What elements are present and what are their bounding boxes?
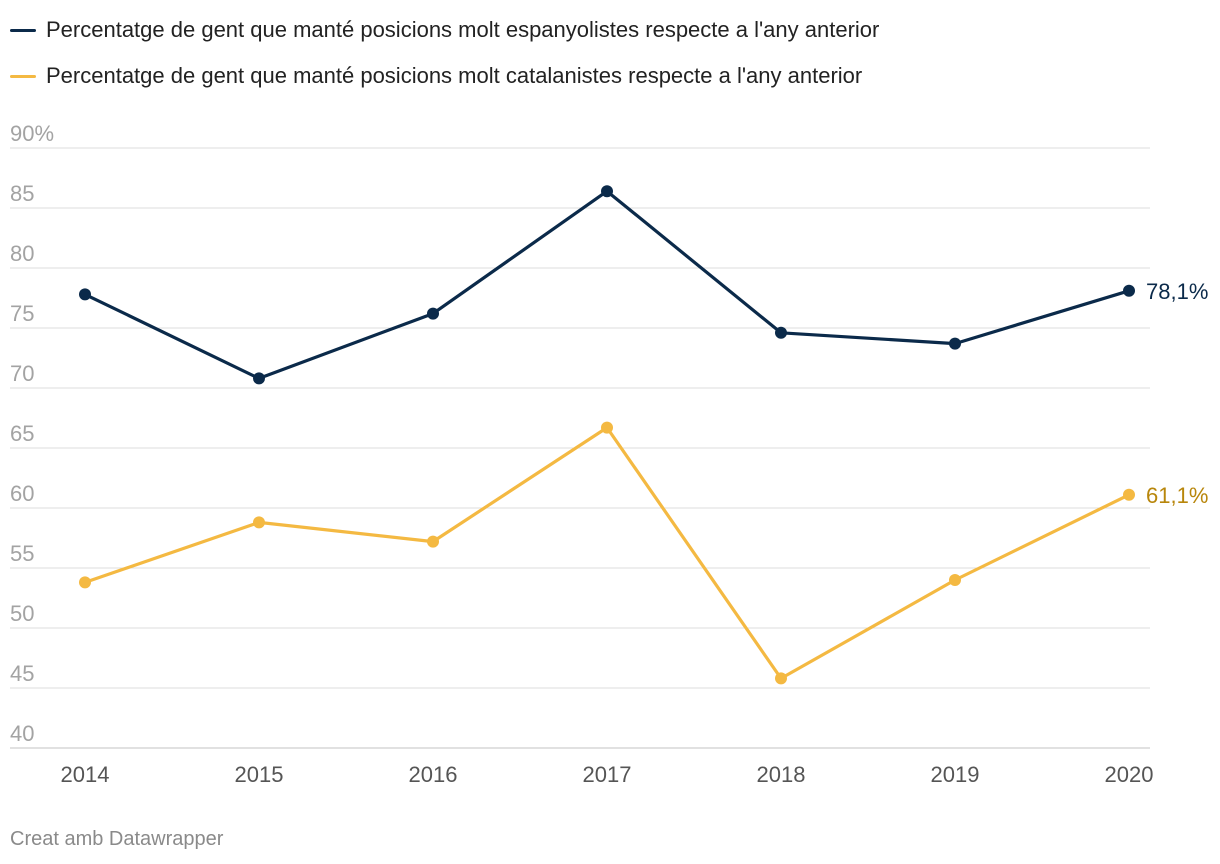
data-point-0-2018 xyxy=(775,326,787,339)
y-tick-label-60: 60 xyxy=(10,481,34,506)
chart-legend: Percentatge de gent que manté posicions … xyxy=(10,14,879,106)
data-point-1-2017 xyxy=(601,421,613,434)
y-tick-label-90: 90% xyxy=(10,121,54,146)
data-point-0-2017 xyxy=(601,185,613,198)
end-label-1: 61,1% xyxy=(1146,483,1208,508)
footer-credit: Creat amb Datawrapper xyxy=(10,828,224,850)
data-point-0-2020 xyxy=(1123,284,1135,297)
legend-item-espanyolistes: Percentatge de gent que manté posicions … xyxy=(10,14,879,46)
data-point-1-2019 xyxy=(949,574,961,586)
series-1: 61,1% xyxy=(79,421,1208,685)
data-point-1-2018 xyxy=(775,672,787,685)
legend-item-catalanistes: Percentatge de gent que manté posicions … xyxy=(10,60,879,92)
data-point-1-2014 xyxy=(79,576,91,589)
data-point-0-2016 xyxy=(427,307,439,320)
y-tick-label-80: 80 xyxy=(10,241,34,266)
x-axis-labels: 2014 2015 2016 2017 2018 2019 2020 xyxy=(61,762,1154,787)
x-tick-label-2016: 2016 xyxy=(409,762,458,787)
y-tick-label-85: 85 xyxy=(10,181,34,206)
y-tick-label-45: 45 xyxy=(10,661,34,686)
legend-label-catalanistes: Percentatge de gent que manté posicions … xyxy=(46,63,863,88)
series-line-1 xyxy=(83,426,1131,681)
y-tick-label-70: 70 xyxy=(10,361,34,386)
data-point-0-2015 xyxy=(253,372,265,385)
y-tick-label-75: 75 xyxy=(10,301,34,326)
y-axis-grid: 40 45 50 55 60 65 70 75 80 85 90% xyxy=(10,121,1150,749)
data-point-0-2019 xyxy=(949,337,961,350)
y-tick-label-55: 55 xyxy=(10,541,34,566)
series-line-0 xyxy=(83,189,1131,380)
data-point-1-2016 xyxy=(427,535,439,548)
series-0: 78,1% xyxy=(79,185,1208,385)
y-tick-label-65: 65 xyxy=(10,421,34,446)
data-point-1-2015 xyxy=(253,516,265,529)
legend-swatch-espanyolistes xyxy=(10,28,36,32)
y-tick-label-40: 40 xyxy=(10,721,34,746)
x-tick-label-2018: 2018 xyxy=(757,762,806,787)
legend-swatch-catalanistes xyxy=(10,74,36,78)
end-label-0: 78,1% xyxy=(1146,279,1208,304)
x-tick-label-2019: 2019 xyxy=(931,762,980,787)
x-tick-label-2014: 2014 xyxy=(61,762,110,787)
x-tick-label-2020: 2020 xyxy=(1105,762,1154,787)
data-point-0-2014 xyxy=(79,288,91,301)
x-tick-label-2015: 2015 xyxy=(235,762,284,787)
y-tick-label-50: 50 xyxy=(10,601,34,626)
x-tick-label-2017: 2017 xyxy=(583,762,632,787)
data-point-1-2020 xyxy=(1123,488,1135,501)
legend-label-espanyolistes: Percentatge de gent que manté posicions … xyxy=(46,17,880,42)
